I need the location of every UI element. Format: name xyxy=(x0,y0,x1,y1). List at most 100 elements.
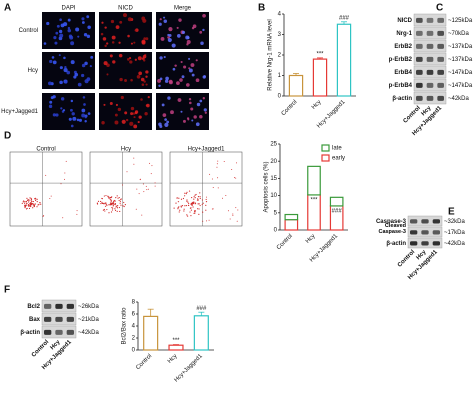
cell xyxy=(145,75,148,78)
lane-label: Control xyxy=(31,339,51,359)
cell xyxy=(162,113,167,117)
cell xyxy=(145,37,149,41)
legend-swatch xyxy=(321,144,330,152)
event xyxy=(34,199,37,202)
cell xyxy=(104,26,107,29)
event xyxy=(173,207,175,209)
event xyxy=(123,201,125,204)
blot-band xyxy=(416,43,423,49)
y-tick-label: 0 xyxy=(132,348,136,354)
event xyxy=(181,205,184,207)
event xyxy=(24,206,26,208)
event xyxy=(42,216,44,218)
event xyxy=(118,196,120,199)
event xyxy=(194,211,196,213)
cell xyxy=(87,112,91,115)
lane-label: Control xyxy=(397,249,417,269)
event xyxy=(112,201,115,203)
blot-band xyxy=(437,43,444,49)
blot-band xyxy=(44,316,52,322)
cell xyxy=(167,37,172,43)
cell xyxy=(132,112,136,115)
cell xyxy=(83,32,88,37)
event xyxy=(105,194,107,197)
cell xyxy=(134,29,137,32)
cell xyxy=(133,41,136,44)
cell xyxy=(199,114,203,119)
event xyxy=(97,200,100,202)
cell xyxy=(58,29,63,34)
event xyxy=(197,203,199,205)
cell xyxy=(176,81,180,86)
event xyxy=(198,208,200,210)
cell xyxy=(168,33,172,37)
event xyxy=(103,208,105,211)
event xyxy=(50,195,52,197)
cell xyxy=(100,32,104,36)
y-tick-label: 10 xyxy=(270,193,277,199)
blot-band xyxy=(66,329,74,335)
event xyxy=(186,200,188,202)
event xyxy=(113,202,115,204)
event xyxy=(133,157,135,159)
event xyxy=(186,191,188,193)
cell xyxy=(202,97,206,100)
cell xyxy=(144,112,148,116)
lane-label: Control xyxy=(403,105,423,125)
blot-band xyxy=(416,30,423,36)
cell xyxy=(177,34,181,38)
cell xyxy=(119,20,123,24)
cell xyxy=(138,115,142,119)
blot-band xyxy=(426,30,434,36)
cell xyxy=(192,24,197,29)
event xyxy=(30,199,32,201)
cell xyxy=(55,113,59,117)
cell xyxy=(70,60,75,65)
event xyxy=(222,197,224,199)
event xyxy=(183,210,185,212)
event xyxy=(177,207,179,209)
significance: *** xyxy=(316,51,324,57)
cell xyxy=(188,68,193,73)
event xyxy=(120,198,122,200)
event xyxy=(180,198,183,200)
event xyxy=(103,195,105,197)
event xyxy=(116,205,118,207)
y-tick-label: 2 xyxy=(132,336,136,342)
bar xyxy=(312,58,328,97)
cell xyxy=(129,57,132,60)
cell xyxy=(70,108,73,112)
cell xyxy=(54,41,58,45)
event xyxy=(111,203,113,205)
event xyxy=(111,202,114,204)
y-tick-label: 20 xyxy=(270,159,277,165)
cell xyxy=(202,28,205,32)
event xyxy=(191,196,193,199)
event xyxy=(123,205,125,208)
cell xyxy=(157,78,162,83)
event xyxy=(102,202,104,204)
event xyxy=(208,219,210,221)
significance: *** xyxy=(310,197,318,203)
event xyxy=(190,215,192,217)
micrograph xyxy=(156,93,209,130)
cell xyxy=(159,18,162,21)
event xyxy=(212,187,214,189)
panel-label: C xyxy=(436,3,443,14)
cell xyxy=(176,26,179,29)
cell xyxy=(114,120,119,125)
event xyxy=(115,206,117,208)
cell xyxy=(84,61,88,66)
cell xyxy=(129,60,133,64)
event xyxy=(146,189,148,191)
event xyxy=(21,202,23,205)
event xyxy=(110,203,112,205)
event xyxy=(24,204,27,206)
band-size: ~147kDa xyxy=(448,70,473,76)
event xyxy=(154,182,156,184)
band-size: ~137kDa xyxy=(448,57,473,63)
event xyxy=(39,202,41,204)
cell xyxy=(89,65,92,68)
event xyxy=(232,213,234,215)
cell xyxy=(52,60,57,65)
